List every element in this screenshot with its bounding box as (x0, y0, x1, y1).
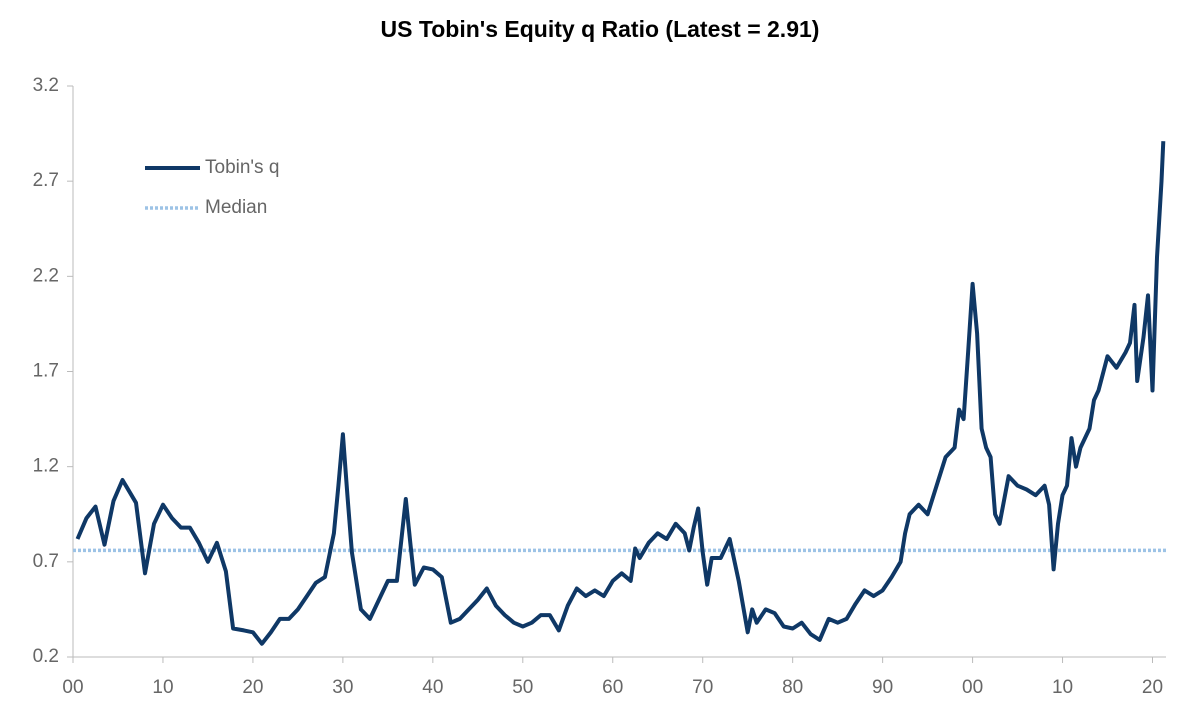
y-tick-label: 2.7 (33, 170, 59, 191)
chart-title: US Tobin's Equity q Ratio (Latest = 2.91… (381, 16, 820, 42)
legend-label: Tobin's q (205, 157, 279, 178)
x-tick-label: 00 (962, 677, 983, 698)
y-tick-label: 3.2 (33, 75, 59, 96)
legend-label: Median (205, 197, 267, 218)
x-tick-label: 00 (62, 677, 83, 698)
x-tick-label: 20 (242, 677, 263, 698)
x-tick-label: 70 (692, 677, 713, 698)
x-tick-label: 50 (512, 677, 533, 698)
x-tick-label: 10 (152, 677, 173, 698)
x-tick-label: 20 (1142, 677, 1163, 698)
y-tick-label: 1.2 (33, 456, 59, 477)
x-tick-label: 10 (1052, 677, 1073, 698)
x-tick-label: 60 (602, 677, 623, 698)
y-tick-label: 2.2 (33, 265, 59, 286)
y-tick-label: 0.7 (33, 551, 59, 572)
series-line (75, 141, 1166, 646)
y-tick-label: 1.7 (33, 361, 59, 382)
x-tick-label: 90 (872, 677, 893, 698)
x-tick-label: 40 (422, 677, 443, 698)
x-tick-label: 30 (332, 677, 353, 698)
x-tick-label: 80 (782, 677, 803, 698)
y-tick-label: 0.2 (33, 646, 59, 667)
